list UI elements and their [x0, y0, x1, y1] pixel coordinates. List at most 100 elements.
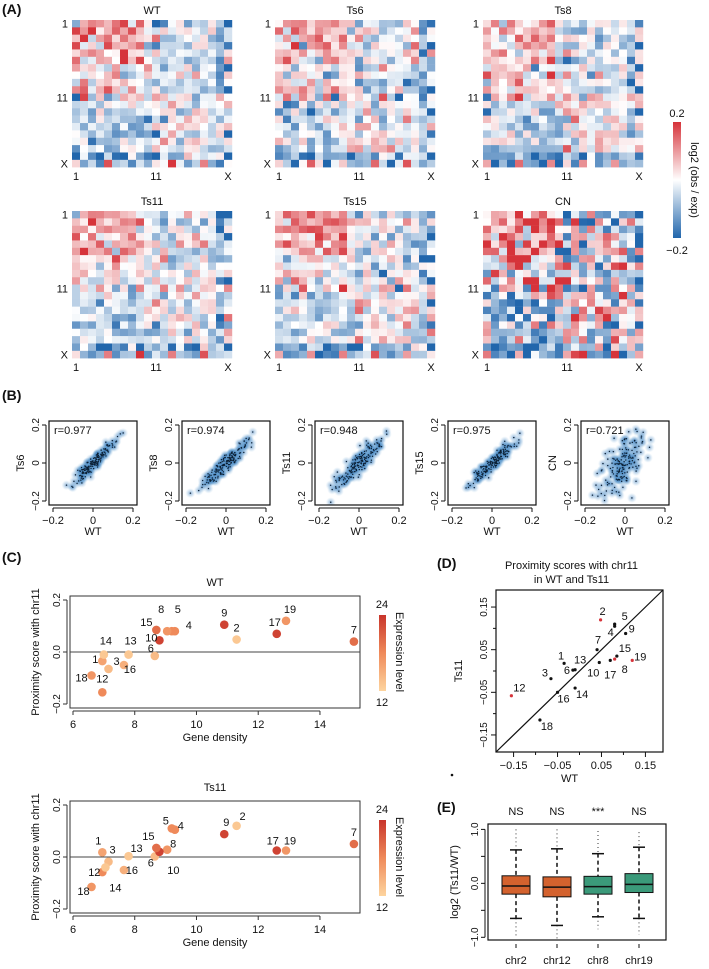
heatmap-cell [80, 123, 89, 131]
heatmap-cell [168, 27, 177, 35]
heatmap-cell [88, 34, 97, 43]
data-point [346, 480, 348, 483]
heatmap-cell [112, 93, 121, 102]
data-point [628, 454, 631, 456]
heatmap-cell [411, 306, 420, 315]
heatmap-cell [184, 336, 193, 344]
heatmap-cell [547, 115, 556, 124]
data-point [345, 460, 348, 463]
heatmap-cell [128, 42, 137, 50]
heatmap-cell [419, 314, 428, 322]
data-point [104, 453, 107, 455]
heatmap-cell [307, 328, 316, 337]
heatmap-cell [371, 93, 380, 102]
heatmap-cell [315, 20, 324, 28]
heatmap-cell [427, 277, 436, 285]
row-tick-label: 1 [473, 19, 479, 31]
heatmap-cell [208, 211, 217, 219]
data-point [219, 461, 222, 464]
point-label: 19 [284, 836, 296, 848]
heatmap-cell [168, 56, 177, 65]
heatmap-cell [627, 262, 636, 271]
heatmap-cell [339, 336, 348, 344]
data-point [467, 483, 470, 485]
heatmap-cell [192, 321, 201, 329]
heatmap-cell [507, 306, 516, 315]
heatmap-cell [323, 343, 332, 352]
heatmap-cell [200, 277, 209, 285]
heatmap-cell [168, 314, 177, 322]
heatmap-cell [184, 123, 193, 131]
data-point [89, 458, 92, 460]
heatmap-cell [547, 56, 556, 65]
heatmap-cell [483, 159, 492, 168]
data-point [481, 466, 483, 468]
heatmap-cell [96, 64, 105, 72]
heatmap-cell [355, 284, 364, 293]
heatmap-cell [379, 78, 388, 87]
data-point [230, 452, 233, 454]
heatmap-cell [315, 291, 324, 300]
heatmap-cell [395, 71, 404, 80]
heatmap-cell [355, 42, 364, 50]
x-tick-label: −0.15 [500, 760, 528, 772]
heatmap-cell [571, 64, 580, 72]
heatmap-cell [275, 108, 284, 116]
heatmap-cell [403, 42, 412, 50]
heatmap-cell [299, 130, 308, 138]
heatmap-cell [192, 115, 201, 124]
heatmap-cell [363, 56, 372, 65]
data-point [91, 460, 93, 462]
heatmap-cell [595, 27, 604, 35]
heatmap-cell [515, 123, 524, 131]
heatmap-cell [104, 247, 113, 256]
heatmap-cell [523, 137, 532, 146]
heatmap-cell [515, 299, 524, 307]
heatmap-cell [555, 336, 564, 344]
heatmap-cell [483, 56, 492, 65]
heatmap-cell [224, 71, 233, 80]
heatmap-cell [331, 42, 340, 50]
heatmap-cell [555, 255, 564, 263]
heatmap-cell [627, 115, 636, 124]
heatmap-cell [200, 255, 209, 263]
heatmap-cell [152, 336, 161, 344]
data-point [329, 484, 332, 486]
heatmap-cell [571, 328, 580, 337]
heatmap-cell [379, 262, 388, 271]
heatmap-cell [299, 225, 308, 234]
heatmap-cell [275, 306, 284, 315]
heatmap-cell [152, 56, 161, 65]
heatmap-cell [72, 343, 81, 352]
heatmap-cell [128, 152, 137, 161]
heatmap-cell [299, 100, 308, 109]
heatmap-cell [275, 137, 284, 146]
heatmap-cell [160, 343, 169, 352]
heatmap-cell [104, 328, 113, 337]
heatmap-cell [283, 284, 292, 293]
heatmap-cell [515, 49, 524, 57]
heatmap-cell [523, 233, 532, 241]
heatmap-cell [160, 56, 169, 65]
data-point [490, 457, 493, 460]
heatmap-cell [403, 115, 412, 124]
heatmap-cell [531, 115, 540, 124]
heatmap-cell [291, 284, 300, 293]
plot-title: Ts11 [204, 782, 226, 794]
heatmap-cell [515, 233, 524, 241]
data-point [358, 461, 360, 463]
heatmap-cell [275, 56, 284, 65]
heatmap-cell [603, 86, 612, 94]
heatmap-cell [168, 291, 177, 300]
heatmap-cell [88, 277, 97, 285]
heatmap-cell [307, 49, 316, 57]
heatmap-title: Ts8 [554, 5, 571, 17]
heatmap-cell [355, 321, 364, 329]
heatmap-cell [563, 115, 572, 124]
heatmap-cell [395, 247, 404, 256]
heatmap-cell [96, 284, 105, 293]
heatmap-cell [595, 108, 604, 116]
heatmap-cell [403, 145, 412, 153]
data-point [96, 466, 99, 468]
heatmap-cell [587, 247, 596, 256]
